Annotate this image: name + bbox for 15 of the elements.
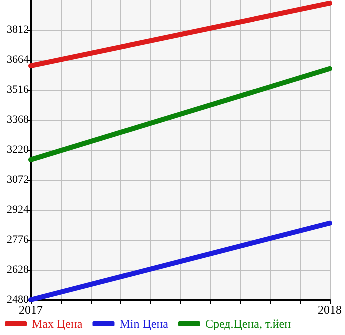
legend-label: Сред.Цена, т.йен xyxy=(205,317,292,331)
y-tick-label: 2924 xyxy=(7,204,30,216)
y-tick-label: 3072 xyxy=(7,174,29,186)
y-tick-label: 3664 xyxy=(7,54,30,66)
y-tick-label: 3812 xyxy=(7,24,29,36)
y-tick-label: 2776 xyxy=(7,234,30,246)
legend-label: Max Цена xyxy=(32,317,84,331)
x-tick-label: 2018 xyxy=(318,303,342,317)
y-tick-label: 3220 xyxy=(7,144,30,156)
legend-label: Min Цена xyxy=(120,317,170,331)
y-tick-label: 2480 xyxy=(7,294,30,306)
y-tick-label: 3368 xyxy=(7,114,30,126)
y-tick-label: 2628 xyxy=(7,264,30,276)
y-tick-label: 3516 xyxy=(7,84,30,96)
x-tick-label: 2017 xyxy=(19,303,43,317)
